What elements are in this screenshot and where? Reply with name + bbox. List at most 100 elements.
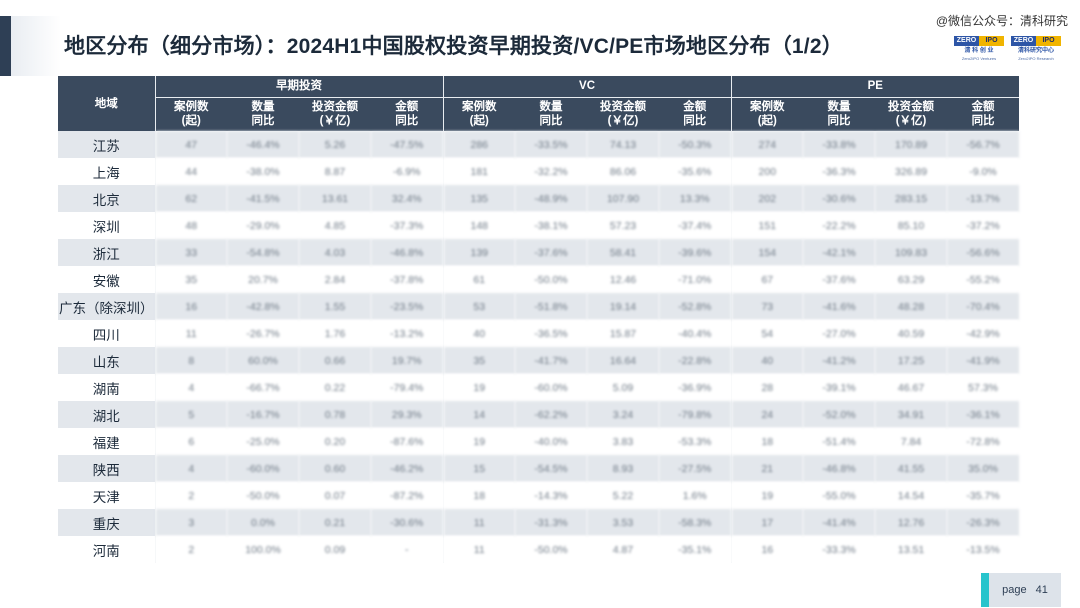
table-row: 福建 6 -25.0% 0.20 -87.6% 19 -40.0% 3.83 -53.3% 18-…	[58, 428, 1020, 455]
value-cell: -51.8%	[515, 293, 587, 320]
value-cell: 5.09	[587, 374, 659, 401]
column-header: 投资金额 (￥亿)	[299, 97, 371, 131]
value-cell: 28	[730, 374, 804, 401]
value-cell: 13.61	[299, 185, 371, 212]
value-cell: 11	[442, 536, 515, 563]
column-header-line: 同比	[683, 115, 707, 128]
value-cell: -50.3%	[659, 131, 732, 158]
logo-en: Zero2IPO Ventures	[961, 56, 997, 61]
value-cell: -42.8%	[227, 293, 299, 320]
value-cell: -54.5%	[515, 455, 587, 482]
value-cell: -36.1%	[947, 401, 1020, 428]
value-cell: -26.7%	[227, 320, 299, 347]
value-cell: 0.22	[299, 374, 371, 401]
table-row: 安徽 35 20.7% 2.84 -37.8% 61 -50.0% 12.46 -71.0% 67…	[58, 266, 1020, 293]
value-cell: -46.8%	[371, 239, 443, 266]
value-cell: 7.84	[875, 428, 948, 455]
value-cell: 12.46	[587, 266, 659, 293]
column-header-line: 案例数	[750, 101, 785, 114]
value-cell: 154	[730, 239, 804, 266]
column-header: 数量 同比	[803, 97, 876, 131]
column-header: 案例数 (起)	[730, 97, 804, 131]
value-cell: -33.5%	[515, 131, 587, 158]
value-cell: 200	[730, 158, 804, 185]
value-cell: 18	[442, 482, 515, 509]
value-cell: -36.9%	[659, 374, 732, 401]
value-cell: 15	[442, 455, 515, 482]
value-cell: 4.85	[299, 212, 371, 239]
value-cell: -36.3%	[803, 158, 876, 185]
column-header-line: 金额	[395, 101, 419, 114]
value-cell: 17	[730, 509, 804, 536]
value-cell: -72.8%	[947, 428, 1020, 455]
value-cell: -36.5%	[515, 320, 587, 347]
value-cell: -87.6%	[371, 428, 443, 455]
column-header: 案例数 (起)	[442, 97, 515, 131]
group-header-vc: VC	[442, 76, 732, 98]
column-header-line: (起)	[757, 115, 777, 128]
value-cell: 2	[154, 482, 227, 509]
page-accent-bar	[981, 573, 989, 607]
value-cell: 11	[442, 509, 515, 536]
value-cell: -31.3%	[515, 509, 587, 536]
value-cell: -52.8%	[659, 293, 732, 320]
table-row: 陕西 4 -60.0% 0.60 -46.2% 15 -54.5% 8.93 -27.5% 21-…	[58, 455, 1020, 482]
value-cell: -26.3%	[947, 509, 1020, 536]
value-cell: 107.90	[587, 185, 659, 212]
region-cell: 深圳	[58, 212, 155, 239]
table-row: 湖北 5 -16.7% 0.78 29.3% 14 -62.2% 3.24 -79.8% 24 -5…	[58, 401, 1020, 428]
value-cell: -60.0%	[227, 455, 299, 482]
region-cell: 山东	[58, 347, 155, 374]
column-header-line: (￥亿)	[895, 115, 927, 128]
value-cell: 0.78	[299, 401, 371, 428]
value-cell: 4	[154, 374, 227, 401]
region-header: 地域	[58, 76, 155, 131]
logo-brand-left: ZERO	[954, 36, 979, 46]
column-header: 金额 同比	[659, 97, 732, 131]
value-cell: 0.66	[299, 347, 371, 374]
zero2ipo-research-logo: ZERO IPO 清科研究中心 Zero2IPO Research	[1011, 36, 1061, 62]
value-cell: -39.1%	[803, 374, 876, 401]
value-cell: 1.76	[299, 320, 371, 347]
value-cell: 1.55	[299, 293, 371, 320]
value-cell: 170.89	[875, 131, 948, 158]
value-cell: -37.2%	[947, 212, 1020, 239]
value-cell: 20.7%	[227, 266, 299, 293]
value-cell: 57.23	[587, 212, 659, 239]
column-header: 投资金额 (￥亿)	[587, 97, 659, 131]
value-cell: 60.0%	[227, 347, 299, 374]
value-cell: 3.53	[587, 509, 659, 536]
value-cell: 2.84	[299, 266, 371, 293]
value-cell: 8.87	[299, 158, 371, 185]
column-header-line: 同比	[971, 115, 995, 128]
value-cell: 41.55	[875, 455, 948, 482]
value-cell: 8.93	[587, 455, 659, 482]
value-cell: -9.0%	[947, 158, 1020, 185]
value-cell: 2	[154, 536, 227, 563]
value-cell: 35.0%	[947, 455, 1020, 482]
value-cell: -30.6%	[371, 509, 443, 536]
table-row: 四川 11 -26.7% 1.76 -13.2% 40 -36.5% 15.87 -40.4% 5…	[58, 320, 1020, 347]
region-cell: 上海	[58, 158, 155, 185]
value-cell: -27.5%	[659, 455, 732, 482]
group-header-pe: PE	[730, 76, 1020, 98]
region-cell: 北京	[58, 185, 155, 212]
region-cell: 重庆	[58, 509, 155, 536]
value-cell: 286	[442, 131, 515, 158]
value-cell: -13.5%	[947, 536, 1020, 563]
value-cell: -60.0%	[515, 374, 587, 401]
value-cell: -58.3%	[659, 509, 732, 536]
value-cell: -50.0%	[515, 266, 587, 293]
value-cell: -35.1%	[659, 536, 732, 563]
region-cell: 福建	[58, 428, 155, 455]
value-cell: -70.4%	[947, 293, 1020, 320]
value-cell: -50.0%	[515, 536, 587, 563]
value-cell: 14	[442, 401, 515, 428]
value-cell: -32.2%	[515, 158, 587, 185]
value-cell: -25.0%	[227, 428, 299, 455]
value-cell: 24	[730, 401, 804, 428]
value-cell: -6.9%	[371, 158, 443, 185]
value-cell: -41.2%	[803, 347, 876, 374]
value-cell: 5.26	[299, 131, 371, 158]
value-cell: -79.8%	[659, 401, 732, 428]
